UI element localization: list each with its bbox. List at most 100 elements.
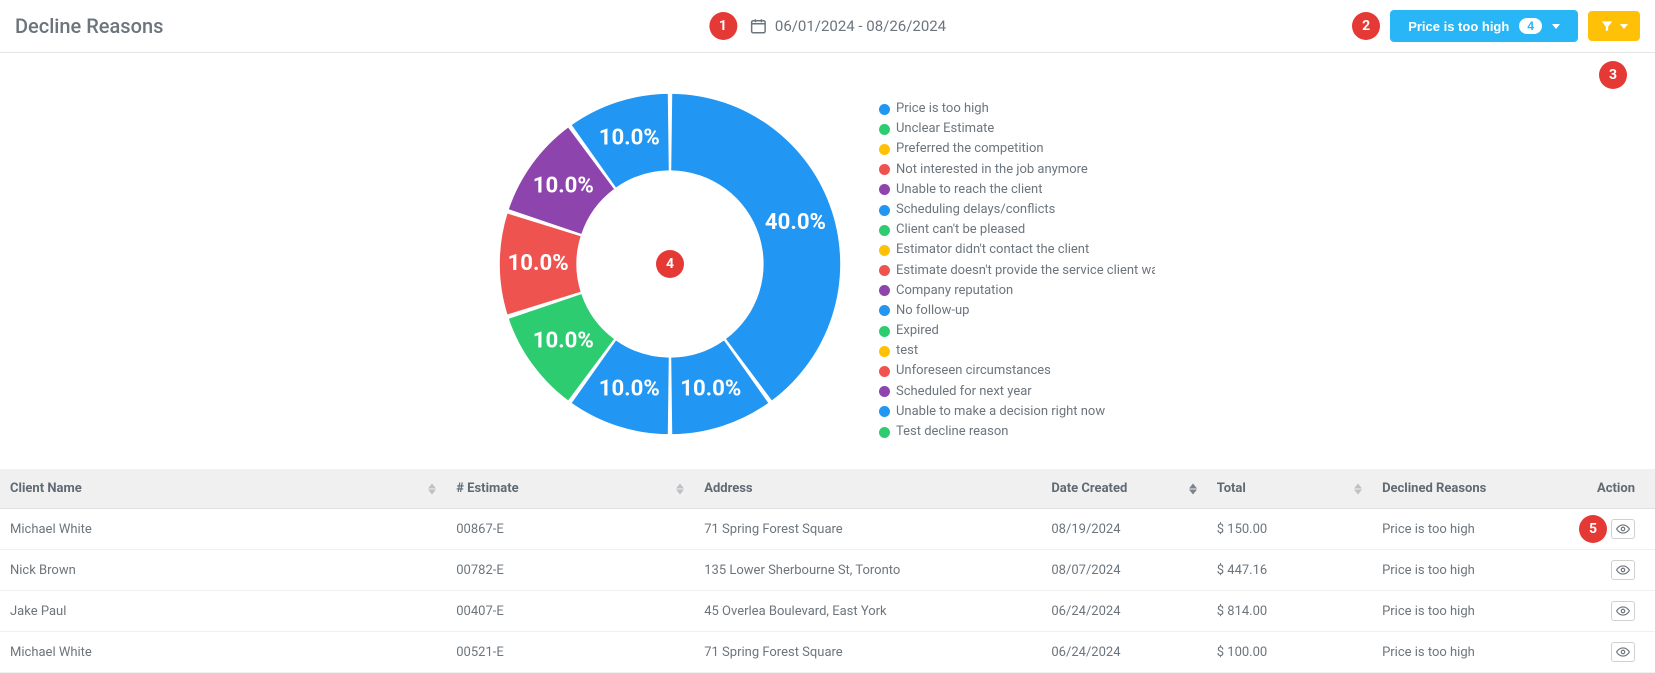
sort-icon <box>1189 483 1197 494</box>
legend-swatch <box>879 386 890 397</box>
legend-swatch <box>879 265 890 276</box>
column-header-label: Action <box>1597 481 1635 496</box>
legend-label: Price is too high <box>896 100 989 118</box>
legend-item[interactable]: Test decline reason <box>879 422 1155 439</box>
cell-address: 71 Spring Forest Square <box>694 509 1041 550</box>
cell-action: 5 <box>1587 509 1655 550</box>
view-button[interactable] <box>1611 519 1635 539</box>
cell-client: Nick Brown <box>0 550 446 591</box>
view-button[interactable] <box>1611 601 1635 621</box>
legend-item[interactable]: Company reputation <box>879 281 1155 301</box>
legend-label: No follow-up <box>896 302 969 320</box>
legend-item[interactable]: Estimate doesn't provide the service cli… <box>879 261 1155 281</box>
reason-filter-label: Price is too high <box>1408 19 1509 34</box>
column-header-estimate[interactable]: # Estimate <box>446 469 694 509</box>
legend-label: Not interested in the job anymore <box>896 161 1088 179</box>
legend-swatch <box>879 427 890 438</box>
date-range-text: 06/01/2024 - 08/26/2024 <box>775 17 946 35</box>
eye-icon <box>1616 565 1630 575</box>
legend-item[interactable]: Price is too high <box>879 99 1155 119</box>
legend-swatch <box>879 144 890 155</box>
column-header-total[interactable]: Total <box>1207 469 1372 509</box>
chart-legend: Price is too high Unclear EstimatePreferr… <box>855 89 1155 439</box>
cell-client: Michael White <box>0 632 446 673</box>
cell-estimate: 00521-E <box>446 632 694 673</box>
legend-swatch <box>879 225 890 236</box>
cell-action <box>1587 550 1655 591</box>
reason-filter-button[interactable]: Price is too high 4 <box>1390 10 1578 42</box>
column-header-label: Date Created <box>1051 481 1127 496</box>
reason-filter-count: 4 <box>1519 18 1542 34</box>
column-header-client[interactable]: Client Name <box>0 469 446 509</box>
legend-item[interactable]: Preferred the competition <box>879 139 1155 159</box>
legend-swatch <box>879 285 890 296</box>
legend-item[interactable]: No follow-up <box>879 301 1155 321</box>
legend-label: Test decline reason <box>896 423 1008 439</box>
donut-segment-label: 10.0% <box>508 250 569 276</box>
chevron-down-icon <box>1552 24 1560 29</box>
legend-swatch <box>879 205 890 216</box>
column-header-label: Declined Reasons <box>1382 481 1486 496</box>
cell-address: 135 Lower Sherbourne St, Toronto <box>694 550 1041 591</box>
callout-4: 4 <box>656 250 684 278</box>
legend-item[interactable]: Estimator didn't contact the client <box>879 240 1155 260</box>
cell-reason: Price is too high <box>1372 550 1587 591</box>
legend-item[interactable]: Unclear Estimate <box>879 119 1155 139</box>
legend-label: Estimate doesn't provide the service cli… <box>896 262 1155 280</box>
cell-address: 45 Overlea Boulevard, East York <box>694 591 1041 632</box>
cell-date: 08/19/2024 <box>1041 509 1206 550</box>
column-header-label: Client Name <box>10 481 82 496</box>
legend-swatch <box>879 164 890 175</box>
legend-item[interactable]: Scheduled for next year <box>879 382 1155 402</box>
legend-item[interactable]: Client can't be pleased <box>879 220 1155 240</box>
legend-item[interactable]: Expired <box>879 321 1155 341</box>
donut-segment-label: 10.0% <box>680 375 741 401</box>
table-row: Michael White00521-E71 Spring Forest Squ… <box>0 632 1655 673</box>
cell-date: 06/24/2024 <box>1041 591 1206 632</box>
legend-item[interactable]: Scheduling delays/conflicts <box>879 200 1155 220</box>
legend-label: Unable to make a decision right now <box>896 403 1105 421</box>
column-header-date[interactable]: Date Created <box>1041 469 1206 509</box>
callout-5: 5 <box>1579 515 1607 543</box>
legend-swatch <box>879 346 890 357</box>
cell-estimate: 00782-E <box>446 550 694 591</box>
eye-icon <box>1616 606 1630 616</box>
legend-label: test <box>896 342 918 360</box>
legend-item[interactable]: Not interested in the job anymore <box>879 160 1155 180</box>
view-button[interactable] <box>1611 560 1635 580</box>
donut-segment-label: 10.0% <box>599 375 660 401</box>
cell-address: 71 Spring Forest Square <box>694 632 1041 673</box>
legend-item[interactable]: test <box>879 341 1155 361</box>
legend-swatch <box>879 326 890 337</box>
sort-icon <box>428 483 436 494</box>
legend-item[interactable]: Unforeseen circumstances <box>879 361 1155 381</box>
legend-label: Estimator didn't contact the client <box>896 241 1089 259</box>
chevron-down-icon <box>1620 24 1628 29</box>
donut-segment-label: 10.0% <box>533 327 594 353</box>
legend-item[interactable]: Unable to make a decision right now <box>879 402 1155 422</box>
legend-swatch <box>879 366 890 377</box>
cell-client: Jake Paul <box>0 591 446 632</box>
chart-area: 40.0%10.0%10.0%10.0%10.0%10.0%10.0% 4 Pr… <box>0 89 1655 469</box>
cell-total: $ 100.00 <box>1207 632 1372 673</box>
legend-item[interactable]: Unable to reach the client <box>879 180 1155 200</box>
column-header-address: Address <box>694 469 1041 509</box>
callout-2: 2 <box>1352 12 1380 40</box>
cell-action <box>1587 591 1655 632</box>
page-title: Decline Reasons <box>15 14 163 38</box>
column-header-reason: Declined Reasons <box>1372 469 1587 509</box>
filter-button[interactable] <box>1588 11 1640 41</box>
declines-table: Client Name # EstimateAddress Date Created… <box>0 469 1655 673</box>
cell-reason: Price is too high <box>1372 632 1587 673</box>
cell-reason: Price is too high <box>1372 509 1587 550</box>
donut-segment-label: 10.0% <box>533 172 594 198</box>
legend-label: Unclear Estimate <box>896 120 994 138</box>
header-actions: 2 Price is too high 4 <box>1352 10 1640 42</box>
callout-1: 1 <box>709 12 737 40</box>
cell-total: $ 150.00 <box>1207 509 1372 550</box>
date-range-picker[interactable]: 06/01/2024 - 08/26/2024 <box>749 17 946 35</box>
view-button[interactable] <box>1611 642 1635 662</box>
donut-chart: 40.0%10.0%10.0%10.0%10.0%10.0%10.0% 4 <box>485 79 855 449</box>
legend-label: Company reputation <box>896 282 1013 300</box>
page-header: Decline Reasons 1 06/01/2024 - 08/26/202… <box>0 0 1655 53</box>
